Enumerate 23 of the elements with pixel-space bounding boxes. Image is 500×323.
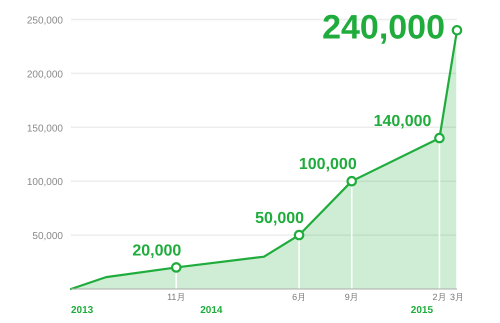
data-label: 140,000 [374, 113, 432, 130]
point [434, 132, 445, 144]
data-label: 20,000 [132, 242, 182, 260]
y-tick-label: 250,000 [26, 16, 64, 26]
point [346, 176, 358, 186]
x-tick-label: 6月 [292, 292, 306, 302]
y-tick-label: 50,000 [32, 231, 64, 242]
x-tick-label: 2月 [432, 292, 446, 302]
y-tick-label: 150,000 [26, 123, 64, 134]
y-tick-label: 100,000 [26, 177, 64, 188]
text: 2014 [200, 305, 223, 316]
x-tick-label: 11月 [167, 292, 186, 302]
point [294, 230, 304, 240]
data-label: 50,000 [255, 210, 304, 228]
text: 2013 [71, 305, 94, 316]
data-label: 240,000 [322, 8, 445, 46]
point [170, 262, 182, 273]
point [452, 24, 462, 36]
x-tick-label: 9月 [344, 292, 359, 302]
data-label: 100,000 [298, 156, 357, 174]
x-tick-label: 3月 [450, 292, 464, 302]
y-tick-label: 200,000 [26, 69, 64, 80]
text: 2015 [410, 305, 434, 316]
